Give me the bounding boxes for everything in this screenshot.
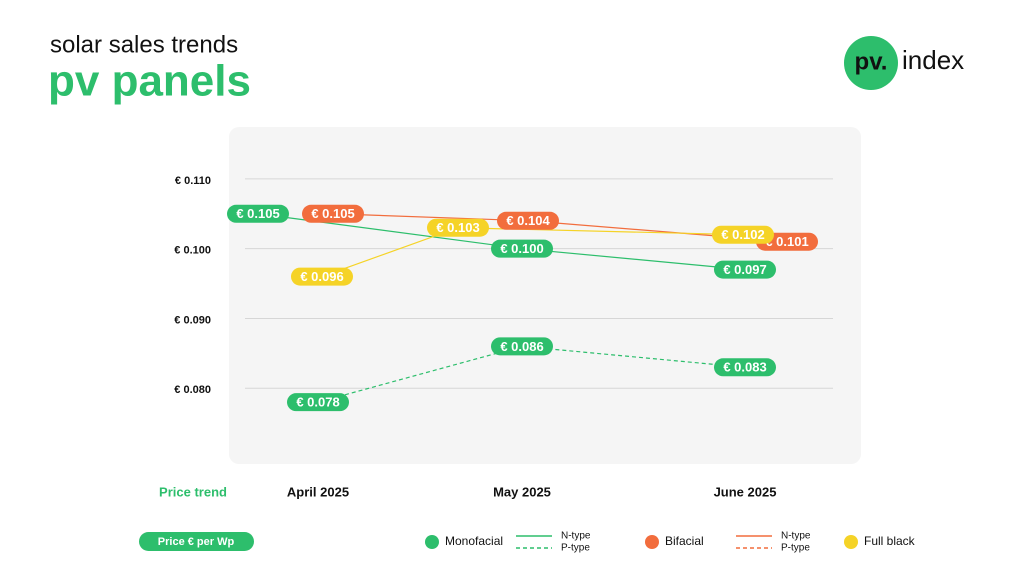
value-label: € 0.104 (506, 213, 550, 228)
grid: € 0.080 € 0.090 € 0.100 € 0.110 April 2025 Ma… (174, 175, 833, 499)
value-label: € 0.097 (723, 262, 766, 277)
value-pill (427, 218, 489, 237)
logo-name: index (902, 45, 964, 75)
x-tick-label: May 2025 (493, 484, 551, 499)
logo-badge (844, 36, 898, 90)
legend-dot (645, 535, 659, 549)
value-label: € 0.083 (723, 360, 766, 375)
legend-style: N-type (561, 531, 591, 542)
legend-style: P-type (781, 543, 810, 554)
value-label: € 0.086 (500, 339, 543, 354)
value-label: € 0.096 (300, 269, 343, 284)
legend-label: Monofacial (445, 534, 503, 548)
value-pill (227, 204, 289, 223)
legend-label: Full black (864, 534, 916, 548)
value-pill (291, 267, 353, 286)
plot-background (229, 127, 861, 464)
x-axis-label: Price trend (159, 484, 227, 499)
value-label: € 0.101 (765, 234, 808, 249)
value-label: € 0.103 (436, 220, 479, 235)
y-tick-label: € 0.100 (174, 245, 211, 257)
legend-dot (844, 535, 858, 549)
value-pill (714, 260, 776, 279)
value-label: € 0.105 (311, 206, 354, 221)
legend-label: Bifacial (665, 534, 704, 548)
legend-style: P-type (561, 543, 590, 554)
labels: € 0.105 € 0.100 € 0.097 € 0.078 € 0.086 € 0.0… (227, 204, 818, 412)
value-label: € 0.102 (721, 227, 764, 242)
y-tick-label: € 0.090 (174, 314, 211, 326)
value-pill (491, 337, 553, 356)
y-tick-label: € 0.110 (175, 175, 211, 187)
value-pill (497, 211, 559, 230)
legend-dot (425, 535, 439, 549)
value-label: € 0.100 (500, 241, 543, 256)
value-label: € 0.105 (236, 206, 279, 221)
x-tick-label: June 2025 (714, 484, 777, 499)
value-pill (287, 393, 349, 412)
value-pill (302, 204, 364, 223)
logo-mark: pv. (855, 48, 888, 75)
value-pill (491, 239, 553, 258)
value-label: € 0.078 (296, 395, 339, 410)
legend-style: N-type (781, 531, 811, 542)
y-tick-label: € 0.080 (174, 384, 211, 396)
unit-pill (139, 532, 254, 551)
title: pv panels (48, 57, 251, 106)
x-tick-label: April 2025 (287, 484, 349, 499)
subtitle: solar sales trends (50, 31, 238, 58)
value-pill (714, 358, 776, 377)
y-axis-label: Price € per Wp (158, 536, 235, 548)
value-pill (712, 225, 774, 244)
